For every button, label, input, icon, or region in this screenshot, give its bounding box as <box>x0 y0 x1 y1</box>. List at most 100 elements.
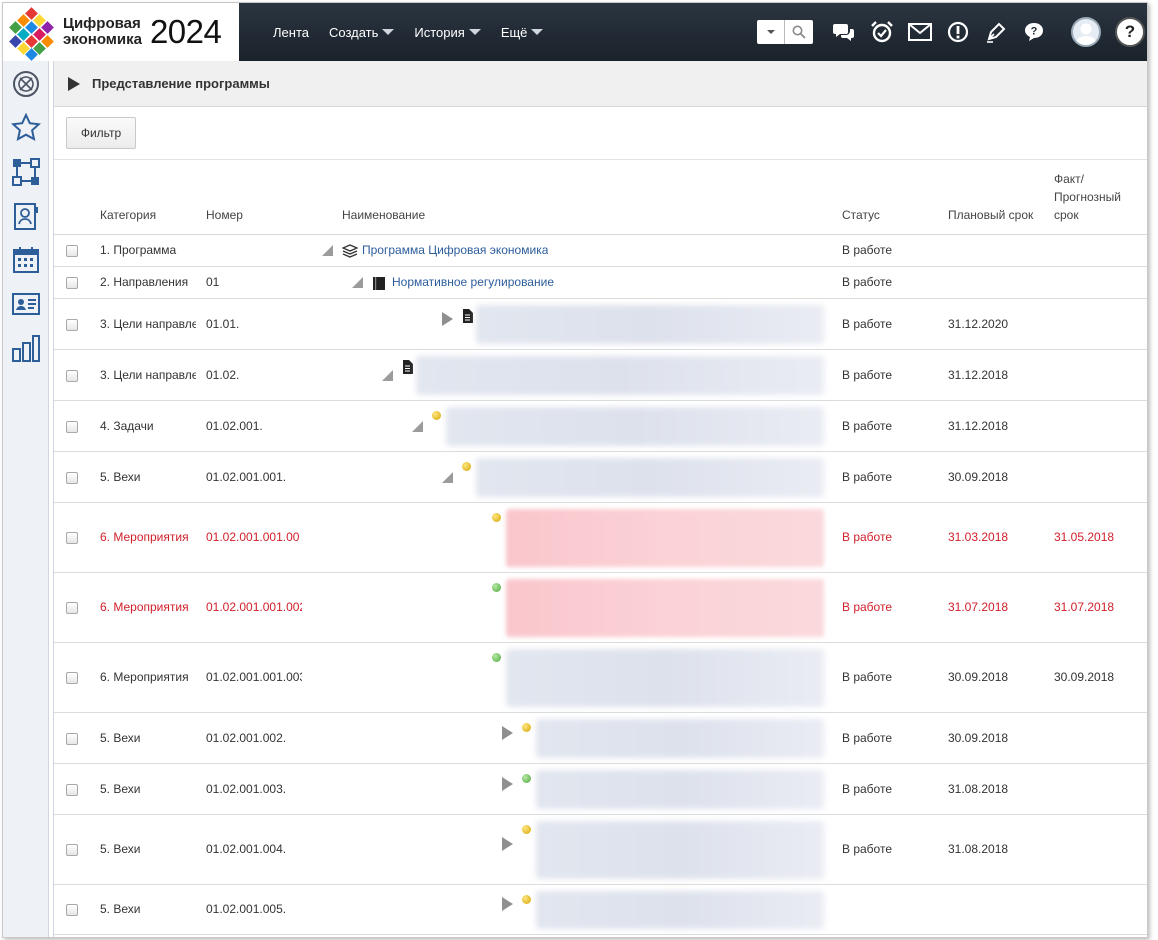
chevron-down-icon <box>766 30 775 34</box>
search-button[interactable] <box>785 20 813 44</box>
mail-icon[interactable] <box>907 19 933 45</box>
row-checkbox[interactable] <box>66 471 78 484</box>
row-checkbox[interactable] <box>66 277 78 289</box>
nav-item-1[interactable]: Создать <box>328 24 395 40</box>
chat-icon[interactable] <box>831 19 857 45</box>
tree-expand-icon[interactable] <box>442 311 453 326</box>
row-checkbox[interactable] <box>66 783 78 796</box>
redacted-name[interactable] <box>536 719 824 758</box>
play-arrow-icon[interactable] <box>68 76 80 91</box>
nav-item-3[interactable]: Ещё <box>501 25 544 40</box>
redacted-name[interactable] <box>536 821 824 879</box>
tree-collapse-icon[interactable] <box>322 245 333 256</box>
redacted-name[interactable] <box>536 891 824 929</box>
redacted-name[interactable] <box>506 579 824 637</box>
column-header-category[interactable]: Категория <box>100 208 157 222</box>
nav-item-label: Лента <box>273 24 309 40</box>
row-plan-date: 31.08.2018 <box>948 842 1009 856</box>
search-icon <box>792 25 806 39</box>
row-category: 5. Вехи <box>100 842 141 856</box>
table-row[interactable]: 5. Вехи 01.02.001.004. В работе 31.08.2018 <box>54 815 1147 885</box>
table-row[interactable]: 5. Вехи 01.02.001.001. В работе 30.09.2018 <box>54 452 1147 503</box>
row-category: 1. Программа <box>100 243 177 257</box>
id-card-icon[interactable] <box>9 287 43 321</box>
row-checkbox[interactable] <box>66 602 78 614</box>
tree-expand-icon[interactable] <box>502 725 513 740</box>
table-row[interactable]: 6. Мероприятия 01.02.001.001.00 В работе 31… <box>54 503 1147 573</box>
dashboard-icon[interactable] <box>9 67 43 101</box>
search-widget[interactable] <box>757 20 813 44</box>
row-checkbox[interactable] <box>66 732 78 745</box>
calendar-icon[interactable] <box>9 243 43 277</box>
tree-collapse-icon[interactable] <box>442 471 453 483</box>
table-row[interactable]: 3. Цели направле 01.01. В работе 31.12.2020 <box>54 299 1147 350</box>
alert-icon[interactable] <box>945 19 971 45</box>
row-number: 01.02.001. <box>206 418 263 433</box>
column-header-name[interactable]: Наименование <box>342 208 426 222</box>
row-checkbox[interactable] <box>66 532 78 544</box>
table-row[interactable]: 6. Мероприятия 01.02.001.001.003 В работе 3… <box>54 643 1147 713</box>
tree-collapse-icon[interactable] <box>412 420 423 432</box>
nav-item-label: Создать <box>328 24 379 40</box>
nav-item-0[interactable]: Лента <box>273 25 309 40</box>
stack-icon <box>341 244 359 261</box>
document-icon <box>402 360 413 377</box>
row-name-link[interactable]: Нормативное регулирование <box>392 275 554 289</box>
row-number: 01.02.001.001. <box>206 469 287 484</box>
row-checkbox[interactable] <box>66 245 78 257</box>
program-table: Категория Номер Наименование Статус План… <box>54 159 1147 935</box>
table-row[interactable]: 4. Задачи 01.02.001. В работе 31.12.2018 <box>54 401 1147 452</box>
help-button[interactable]: ? <box>1115 17 1145 47</box>
row-plan-date: 31.08.2018 <box>948 781 1009 796</box>
row-checkbox[interactable] <box>66 369 78 382</box>
nav-item-2[interactable]: История <box>414 25 481 40</box>
row-checkbox[interactable] <box>66 672 78 684</box>
contact-card-icon[interactable] <box>9 199 43 233</box>
column-header-status[interactable]: Статус <box>842 208 880 222</box>
row-status: В работе <box>842 600 893 614</box>
tree-expand-icon[interactable] <box>502 837 513 851</box>
column-header-plan-date[interactable]: Плановый срок <box>948 208 1034 222</box>
logo[interactable]: Цифровая экономика 2024 <box>3 3 239 61</box>
star-icon[interactable] <box>9 111 43 145</box>
column-header-number[interactable]: Номер <box>206 208 243 222</box>
row-checkbox[interactable] <box>66 420 78 433</box>
green-dot-icon <box>492 583 501 592</box>
filter-button[interactable]: Фильтр <box>66 117 136 149</box>
green-dot-icon <box>492 653 501 662</box>
redacted-name[interactable] <box>416 356 824 395</box>
row-number: 01.02.001.001.002 <box>206 600 302 614</box>
pen-icon[interactable] <box>983 19 1009 45</box>
table-row[interactable]: 5. Вехи 01.02.001.005. <box>54 885 1147 935</box>
tree-collapse-icon[interactable] <box>352 277 363 288</box>
row-name-link[interactable]: Программа Цифровая экономика <box>362 243 549 257</box>
hierarchy-icon[interactable] <box>9 155 43 189</box>
tree-expand-icon[interactable] <box>502 776 513 791</box>
search-scope-dropdown[interactable] <box>757 20 785 44</box>
redacted-name[interactable] <box>476 458 824 497</box>
table-row[interactable]: 6. Мероприятия 01.02.001.001.002 В работе 3… <box>54 573 1147 643</box>
redacted-name[interactable] <box>536 770 824 809</box>
table-row[interactable]: 5. Вехи 01.02.001.003. В работе 31.08.2018 <box>54 764 1147 815</box>
redacted-name[interactable] <box>476 305 824 344</box>
table-row[interactable]: 2. Направления 01 Нормативное регулировани… <box>54 267 1147 299</box>
alarm-clock-icon[interactable] <box>869 19 895 45</box>
user-avatar[interactable] <box>1071 17 1101 47</box>
question-bubble-icon[interactable]: ? <box>1021 19 1047 45</box>
row-plan-date: 31.07.2018 <box>948 600 1009 614</box>
row-checkbox[interactable] <box>66 844 78 856</box>
column-header-fact-date[interactable]: Факт/ Прогнозный срок <box>1054 170 1121 224</box>
tree-collapse-icon[interactable] <box>382 369 393 381</box>
redacted-name[interactable] <box>446 407 824 446</box>
bar-chart-icon[interactable] <box>9 331 43 365</box>
row-checkbox[interactable] <box>66 318 78 331</box>
row-checkbox[interactable] <box>66 904 78 916</box>
yellow-dot-icon <box>522 825 531 834</box>
tree-expand-icon[interactable] <box>502 897 513 911</box>
redacted-name[interactable] <box>506 509 824 567</box>
table-row[interactable]: 3. Цели направле 01.02. В работе 31.12.2018 <box>54 350 1147 401</box>
table-row[interactable]: 1. Программа Программа Цифровая экономика… <box>54 235 1147 267</box>
table-row[interactable]: 5. Вехи 01.02.001.002. В работе 30.09.2018 <box>54 713 1147 764</box>
redacted-name[interactable] <box>506 649 824 707</box>
